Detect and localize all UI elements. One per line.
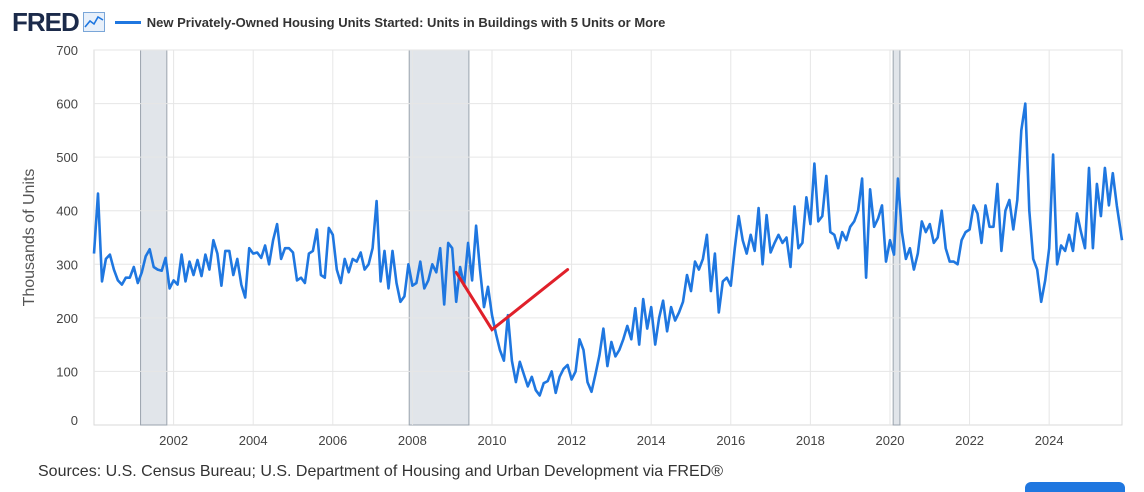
edit-graph-button[interactable] bbox=[1025, 482, 1125, 492]
y-tick-label-500: 500 bbox=[56, 150, 78, 165]
y-tick-label-0: 0 bbox=[71, 413, 78, 428]
y-tick-label-300: 300 bbox=[56, 257, 78, 272]
series-title[interactable]: New Privately-Owned Housing Units Starte… bbox=[146, 14, 666, 30]
series-line-0 bbox=[92, 102, 1124, 397]
line-chart-icon bbox=[82, 12, 105, 32]
sources-note: Sources: U.S. Census Bureau; U.S. Depart… bbox=[38, 463, 723, 480]
x-tick-label-2024: 2024 bbox=[1035, 433, 1064, 448]
annotation-check-mark bbox=[454, 268, 570, 332]
x-tick-label-2016: 2016 bbox=[716, 433, 745, 448]
x-tick-label-2012: 2012 bbox=[557, 433, 586, 448]
x-tick-label-2002: 2002 bbox=[159, 433, 188, 448]
y-tick-label-400: 400 bbox=[56, 204, 78, 219]
x-tick-label-2010: 2010 bbox=[478, 433, 507, 448]
x-tick-label-2014: 2014 bbox=[637, 433, 666, 448]
x-tick-label-2020: 2020 bbox=[876, 433, 905, 448]
chart-header: FRED New Privately-Owned Housing Units S… bbox=[12, 8, 665, 36]
legend-swatch bbox=[114, 20, 141, 24]
x-tick-label-2018: 2018 bbox=[796, 433, 825, 448]
plot-area bbox=[93, 49, 1123, 426]
x-tick-label-2008: 2008 bbox=[398, 433, 427, 448]
x-tick-label-2006: 2006 bbox=[318, 433, 347, 448]
recession-band-1 bbox=[408, 49, 470, 426]
y-tick-label-700: 700 bbox=[56, 43, 78, 58]
y-tick-label-200: 200 bbox=[56, 311, 78, 326]
fred-logo[interactable]: FRED bbox=[12, 7, 80, 37]
recession-band-0 bbox=[140, 49, 168, 426]
x-tick-label-2022: 2022 bbox=[955, 433, 984, 448]
x-tick-label-2004: 2004 bbox=[239, 433, 268, 448]
y-tick-label-600: 600 bbox=[56, 97, 78, 112]
y-tick-label-100: 100 bbox=[56, 364, 78, 379]
y-axis-label: Thousands of Units bbox=[21, 169, 38, 307]
